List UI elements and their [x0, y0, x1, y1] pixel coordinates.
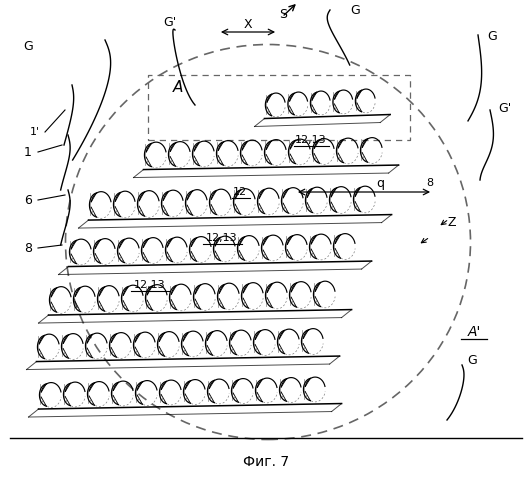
- Text: 12,13: 12,13: [295, 135, 327, 145]
- Text: 12: 12: [233, 187, 247, 197]
- Text: G': G': [163, 16, 177, 28]
- Text: X: X: [244, 18, 252, 30]
- Text: 8: 8: [427, 178, 434, 188]
- Text: G: G: [23, 40, 33, 54]
- Text: 8: 8: [24, 242, 32, 254]
- Text: 6: 6: [24, 194, 32, 206]
- Text: G: G: [487, 30, 497, 44]
- Text: 1': 1': [30, 127, 40, 137]
- Text: 12,13: 12,13: [206, 233, 238, 243]
- Text: G: G: [350, 4, 360, 16]
- Text: 12,13: 12,13: [134, 280, 166, 290]
- Text: 1: 1: [24, 146, 32, 158]
- Text: S: S: [279, 8, 287, 22]
- Text: A': A': [467, 325, 481, 339]
- Text: Z: Z: [448, 216, 456, 228]
- Text: q: q: [376, 178, 384, 190]
- Text: A: A: [173, 80, 183, 96]
- Text: G': G': [498, 102, 512, 114]
- Text: G: G: [467, 354, 477, 366]
- Text: Фиг. 7: Фиг. 7: [243, 455, 289, 469]
